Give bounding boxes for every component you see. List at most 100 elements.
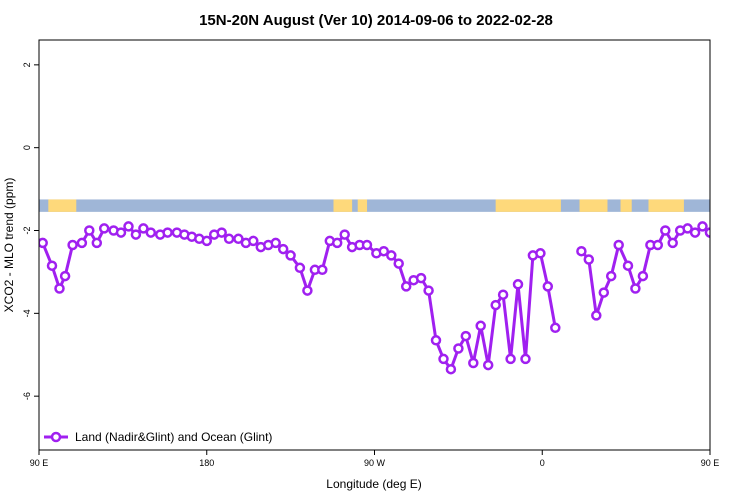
data-point xyxy=(162,227,173,238)
data-point xyxy=(201,235,213,247)
land-band xyxy=(48,199,77,212)
x-tick-label: 180 xyxy=(199,458,214,468)
data-point xyxy=(76,237,88,249)
land-band xyxy=(357,199,368,212)
land-ocean-strip xyxy=(39,199,710,212)
data-point xyxy=(98,223,110,234)
data-point xyxy=(730,229,738,237)
data-point xyxy=(223,233,235,245)
data-point xyxy=(270,237,281,249)
data-point xyxy=(54,283,65,294)
data-point xyxy=(130,229,142,240)
data-point xyxy=(576,245,587,257)
data-point xyxy=(438,353,449,365)
data-point xyxy=(598,287,610,298)
ocean-band xyxy=(39,199,710,212)
data-point xyxy=(423,285,434,296)
data-point xyxy=(667,237,678,249)
data-point xyxy=(84,225,95,236)
x-axis-label: Longitude (deg E) xyxy=(326,477,421,491)
data-point xyxy=(67,239,78,251)
land-band xyxy=(620,199,632,212)
data-point xyxy=(277,243,289,255)
data-point xyxy=(583,254,595,265)
legend-label: Land (Nadir&Glint) and Ocean (Glint) xyxy=(75,430,272,444)
data-point xyxy=(216,227,227,238)
chart-title: 15N-20N August (Ver 10) 2014-09-06 to 20… xyxy=(199,12,553,29)
y-axis: 2 0 -2 -4 -6 xyxy=(22,62,39,400)
data-point xyxy=(468,357,479,369)
legend: Land (Nadir&Glint) and Ocean (Glint) xyxy=(44,430,272,444)
plot-frame xyxy=(38,39,711,451)
data-point xyxy=(605,270,617,282)
data-point xyxy=(339,229,350,240)
data-point xyxy=(378,245,390,257)
series-line xyxy=(580,224,710,317)
data-point xyxy=(482,359,494,371)
data-point xyxy=(697,221,708,232)
legend-marker xyxy=(50,431,62,443)
data-point xyxy=(682,223,693,234)
data-point xyxy=(302,285,313,296)
data-point xyxy=(361,239,373,251)
data-point xyxy=(490,299,501,311)
data-point xyxy=(248,235,259,247)
y-axis-label: XCO2 - MLO trend (ppm) xyxy=(2,178,16,313)
x-tick-label: 90 E xyxy=(701,458,720,468)
data-point xyxy=(400,281,412,292)
data-point xyxy=(138,223,149,234)
data-point xyxy=(622,260,634,271)
data-point xyxy=(331,237,343,249)
data-point xyxy=(39,237,48,249)
data-point xyxy=(233,233,244,245)
data-point xyxy=(535,248,546,259)
y-tick-label: -4 xyxy=(22,309,32,317)
data-point xyxy=(505,353,516,365)
data-point xyxy=(115,227,127,238)
data-point xyxy=(123,221,134,232)
data-point xyxy=(460,330,472,342)
x-tick-label: 90 W xyxy=(364,458,386,468)
y-tick-label: 2 xyxy=(22,62,32,67)
x-axis: 90 E 180 90 W 0 90 E xyxy=(30,450,720,468)
y-tick-label: -2 xyxy=(22,226,32,234)
data-point xyxy=(704,227,710,238)
data-point xyxy=(520,353,531,365)
data-point xyxy=(393,258,404,269)
data-point xyxy=(445,363,457,375)
data-point xyxy=(453,343,464,354)
data-point xyxy=(591,310,602,321)
data-point xyxy=(723,227,731,235)
data-point xyxy=(475,320,486,332)
data-point xyxy=(542,281,554,292)
data-point xyxy=(512,279,524,290)
data-point xyxy=(386,250,397,261)
data-point xyxy=(59,270,71,282)
data-point xyxy=(145,227,157,238)
data-point xyxy=(46,260,58,271)
land-band xyxy=(495,199,561,212)
land-band xyxy=(333,199,353,212)
data-point xyxy=(550,322,561,334)
data-point xyxy=(497,289,509,300)
data-point xyxy=(715,224,723,232)
data-point xyxy=(613,239,624,251)
data-point xyxy=(294,262,306,274)
data-point xyxy=(415,272,427,284)
series-line xyxy=(709,230,710,233)
data-point xyxy=(660,225,671,236)
land-band xyxy=(579,199,608,212)
data-point xyxy=(630,283,641,294)
data-point xyxy=(91,237,103,249)
data-point xyxy=(430,335,442,346)
land-band xyxy=(648,199,684,212)
x-tick-label: 90 E xyxy=(30,458,49,468)
data-point xyxy=(317,264,328,276)
x-tick-label: 0 xyxy=(540,458,545,468)
data-point xyxy=(637,270,649,282)
data-point xyxy=(285,250,296,261)
series-layer xyxy=(39,221,738,375)
series-line xyxy=(41,224,557,371)
data-point xyxy=(652,239,664,251)
